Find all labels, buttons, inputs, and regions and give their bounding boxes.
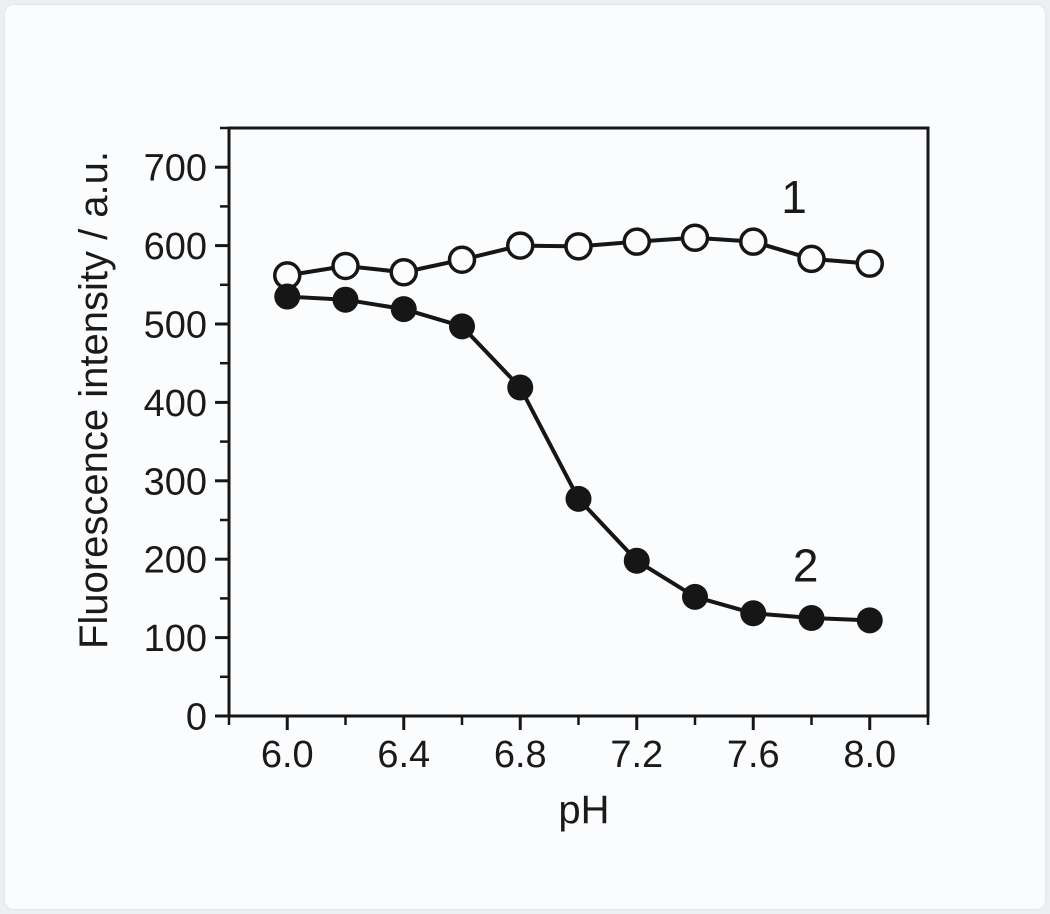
series-2-marker [507, 374, 534, 401]
data-series [273, 223, 884, 634]
series-1-marker [797, 244, 826, 274]
series-1 [273, 223, 884, 290]
series-2 [274, 283, 883, 634]
x-tick-label: 6.4 [377, 734, 430, 776]
series-2-marker [856, 607, 883, 634]
x-axis-ticks: 6.0 6.4 6.8 7.2 7.6 8.0 [227, 716, 930, 776]
x-tick-label: 8.0 [843, 734, 896, 776]
series-2-marker [390, 296, 417, 323]
series-1-marker [564, 232, 593, 261]
x-tick-label: 7.2 [610, 734, 663, 776]
y-axis-title: Fluorescence intensity / a.u. [72, 151, 116, 649]
figure-canvas: 6.0 6.4 6.8 7.2 7.6 8.0 0 100 200 300 400 500 600 70… [4, 4, 1046, 910]
series-2-marker [682, 583, 708, 610]
x-tick-label: 6.8 [494, 734, 547, 776]
y-axis-ticks: 0 100 200 300 400 500 600 700 [144, 126, 229, 739]
y-tick-label: 700 [144, 148, 207, 190]
series-2-label: 2 [793, 539, 819, 591]
series-1-marker [331, 251, 360, 281]
series-1-marker [447, 245, 477, 274]
y-tick-label: 300 [144, 461, 207, 503]
series-1-label: 1 [781, 171, 807, 223]
series-2-marker [740, 600, 767, 627]
x-tick-label: 6.0 [261, 734, 314, 776]
series-2-marker [623, 547, 650, 574]
plot-area [227, 126, 930, 718]
series-2-marker [449, 313, 475, 340]
x-axis-title: pH [558, 788, 609, 832]
series-1-marker [506, 231, 535, 260]
series-2-marker [274, 283, 301, 310]
series-2-marker [565, 485, 592, 512]
y-tick-label: 100 [144, 618, 207, 660]
series-2-marker [798, 605, 825, 631]
y-tick-label: 400 [144, 383, 207, 425]
series-1-marker [680, 223, 710, 253]
y-tick-label: 200 [144, 540, 207, 582]
series-1-marker [389, 258, 418, 287]
series-1-marker [855, 249, 884, 278]
x-tick-label: 7.6 [727, 734, 780, 776]
series-2-line [287, 294, 870, 623]
ph-titration-chart: 6.0 6.4 6.8 7.2 7.6 8.0 0 100 200 300 400 500 600 70… [72, 126, 930, 832]
y-tick-label: 600 [144, 226, 207, 268]
series-1-marker [622, 227, 651, 256]
series-1-marker [739, 227, 768, 256]
y-tick-label: 500 [144, 305, 207, 347]
series-2-marker [332, 286, 359, 313]
y-tick-label: 0 [186, 697, 207, 739]
